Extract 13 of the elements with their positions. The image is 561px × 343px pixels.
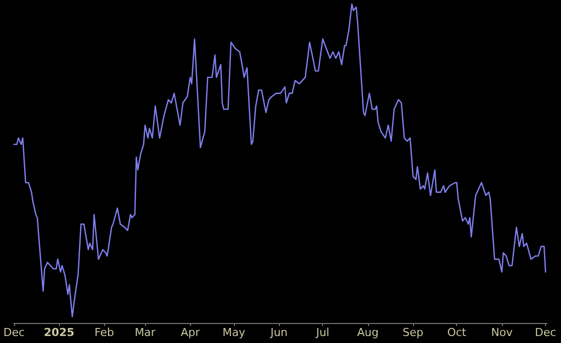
x-tick-label: Dec	[3, 326, 25, 339]
x-tick-label: Apr	[180, 326, 200, 339]
x-tick-label: Dec	[534, 326, 556, 339]
x-tick-label: Jun	[269, 326, 288, 339]
x-tick-label: Mar	[134, 326, 156, 339]
x-tick-label: Nov	[491, 326, 514, 339]
x-tick-label: Jul	[315, 326, 330, 339]
x-tick-label: Oct	[447, 326, 467, 339]
x-tick-label: May	[222, 326, 246, 339]
x-tick-label: Aug	[357, 326, 379, 339]
x-tick-label: Feb	[94, 326, 114, 339]
x-tick-label: Sep	[402, 326, 424, 339]
x-tick-label: 2025	[44, 326, 74, 339]
